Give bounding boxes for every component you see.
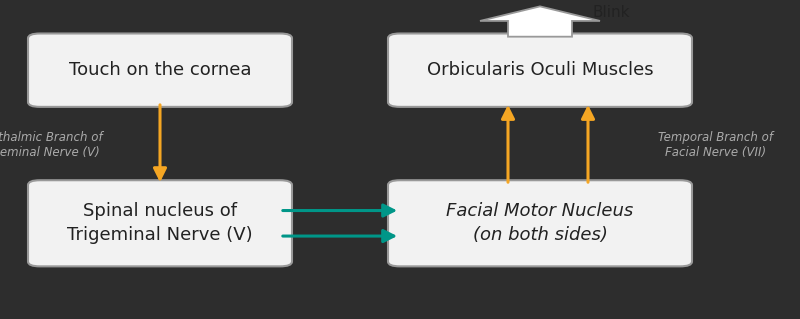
Text: Ophthalmic Branch of
Trigeminal Nerve (V): Ophthalmic Branch of Trigeminal Nerve (V… bbox=[0, 131, 102, 159]
FancyBboxPatch shape bbox=[28, 33, 292, 107]
Text: Facial Motor Nucleus
(on both sides): Facial Motor Nucleus (on both sides) bbox=[446, 203, 634, 244]
Text: Spinal nucleus of
Trigeminal Nerve (V): Spinal nucleus of Trigeminal Nerve (V) bbox=[67, 203, 253, 244]
Text: Orbicularis Oculi Muscles: Orbicularis Oculi Muscles bbox=[426, 61, 654, 79]
Text: Temporal Branch of
Facial Nerve (VII): Temporal Branch of Facial Nerve (VII) bbox=[658, 131, 774, 159]
Polygon shape bbox=[480, 6, 600, 37]
FancyBboxPatch shape bbox=[388, 33, 692, 107]
FancyBboxPatch shape bbox=[28, 180, 292, 266]
Text: Touch on the cornea: Touch on the cornea bbox=[69, 61, 251, 79]
FancyBboxPatch shape bbox=[388, 180, 692, 266]
Text: Blink: Blink bbox=[592, 5, 630, 20]
